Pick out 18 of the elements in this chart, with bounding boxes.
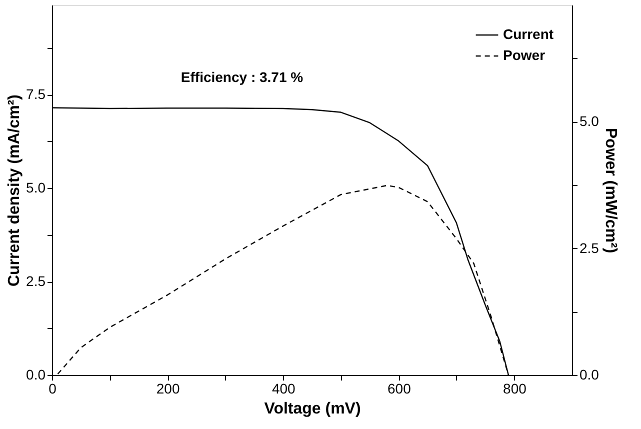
x-tick-label: 0	[48, 380, 57, 396]
y2-axis-title: Power (mW/cm²)	[602, 128, 619, 254]
y2-tick-label: 0.0	[580, 366, 600, 382]
y-tick-label: 5.0	[26, 180, 46, 196]
x-tick-label: 400	[272, 380, 296, 396]
legend-label: Power	[503, 47, 546, 63]
x-axis-title: Voltage (mV)	[264, 400, 361, 418]
y-tick-label: 7.5	[26, 86, 46, 102]
x-tick-label: 800	[503, 380, 527, 396]
legend-label: Current	[503, 26, 554, 42]
y-axis-title: Current density (mA/cm²)	[6, 94, 24, 287]
y2-tick-label: 2.5	[580, 240, 600, 256]
x-tick-label: 600	[387, 380, 412, 396]
y2-tick-label: 5.0	[580, 113, 600, 130]
x-tick-label: 200	[156, 380, 180, 396]
y-tick-label: 2.5	[26, 273, 46, 290]
annotation: Efficiency : 3.71 %	[180, 69, 304, 85]
y-tick-label: 0.0	[26, 366, 46, 382]
